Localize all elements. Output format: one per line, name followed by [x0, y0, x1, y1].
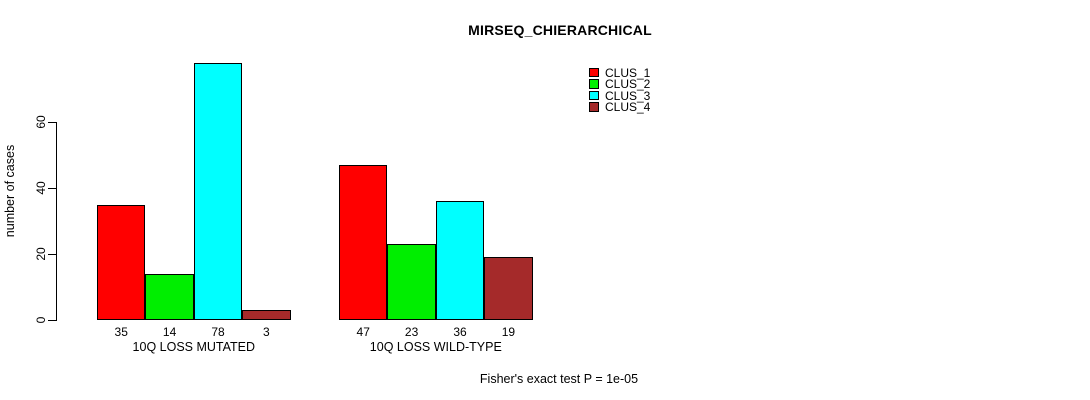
y-axis-tick [48, 253, 56, 255]
bar-clus_2-group2 [387, 244, 436, 320]
bar-value-label: 78 [211, 325, 225, 339]
y-axis-tick-label: 0 [34, 316, 48, 324]
bar-value-label: 23 [404, 325, 419, 339]
bar-value-label: 19 [501, 325, 516, 339]
legend-label: CLUS_2 [605, 77, 651, 91]
bar-value-label: 47 [356, 325, 370, 339]
y-axis-label: number of cases [3, 144, 17, 238]
y-axis-tick-label: 40 [34, 181, 48, 195]
bar-clus_2-group1 [145, 273, 194, 320]
bar-clus_3-group1 [193, 62, 243, 320]
y-axis-tick-label: 60 [34, 115, 48, 129]
bar-value-label: 35 [114, 325, 128, 339]
y-axis-tick-label: 20 [34, 247, 48, 261]
legend-swatch-clus_2 [589, 79, 599, 89]
y-axis-line [56, 122, 58, 321]
bar-clus_3-group2 [435, 201, 485, 320]
legend-swatch-clus_4 [589, 102, 599, 112]
y-axis-tick [48, 121, 56, 123]
legend-label: CLUS_3 [605, 88, 651, 103]
legend-label: CLUS_4 [605, 100, 651, 114]
group-label: 10Q LOSS MUTATED [132, 340, 256, 354]
y-axis-tick [48, 187, 56, 189]
y-axis-tick [48, 319, 56, 321]
legend-swatch-clus_1 [589, 67, 599, 77]
bar-clus_1-group2 [339, 164, 388, 320]
bar-clus_4-group2 [484, 257, 533, 320]
group-label: 10Q LOSS WILD-TYPE [369, 340, 502, 354]
bar-value-label: 14 [162, 325, 177, 339]
legend-swatch-clus_3 [589, 90, 599, 100]
bar-clus_1-group1 [97, 204, 146, 320]
bar-value-label: 3 [263, 325, 270, 339]
chart-title: MIRSEQ_CHIERARCHICAL [468, 22, 652, 38]
footer-annotation: Fisher's exact test P = 1e-05 [479, 372, 639, 386]
bar-clus_4-group1 [242, 310, 291, 320]
legend-label: CLUS_1 [605, 65, 651, 80]
bar-value-label: 36 [453, 325, 467, 339]
